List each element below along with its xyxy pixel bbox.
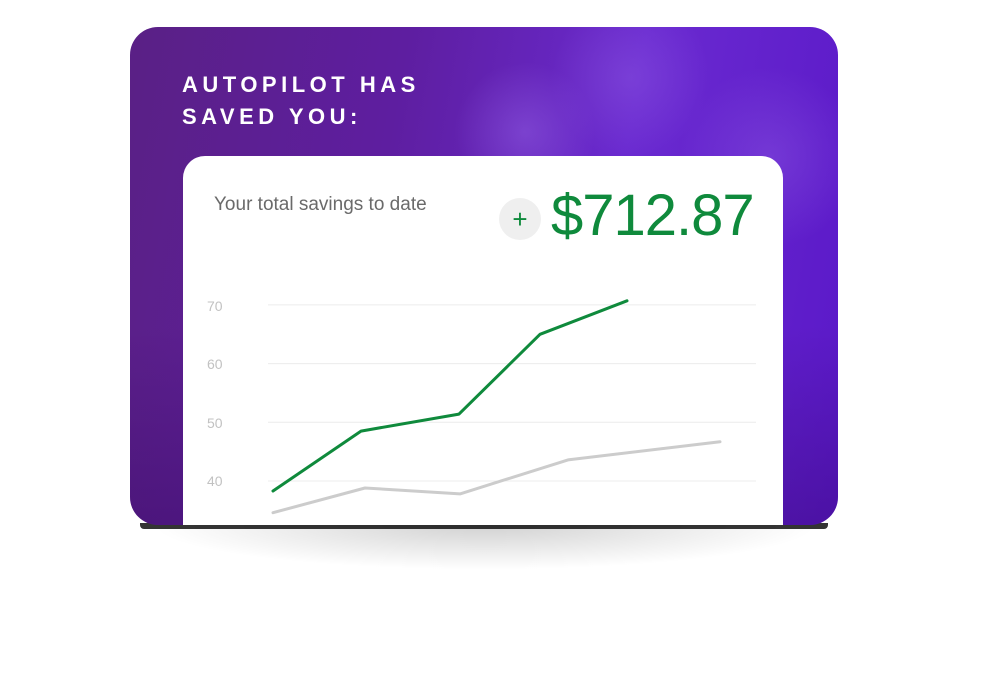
- series-line-1: [271, 299, 629, 493]
- y-tick-70: 70: [207, 298, 223, 314]
- y-tick-40: 40: [207, 473, 223, 489]
- headline-line-1: AUTOPILOT HAS: [182, 72, 420, 97]
- card-base: [140, 523, 828, 529]
- savings-label: Your total savings to date: [214, 194, 427, 215]
- savings-chart: 70 60 50 40: [207, 298, 756, 515]
- savings-amount: $712.87: [551, 183, 755, 248]
- savings-card: Your total savings to date + $712.87 70 …: [183, 156, 783, 525]
- series-line-2: [271, 440, 722, 515]
- headline-line-2: SAVED YOU:: [182, 104, 362, 129]
- y-tick-60: 60: [207, 356, 223, 372]
- y-tick-50: 50: [207, 415, 223, 431]
- plus-icon: +: [499, 198, 541, 240]
- headline: AUTOPILOT HAS SAVED YOU:: [182, 69, 420, 133]
